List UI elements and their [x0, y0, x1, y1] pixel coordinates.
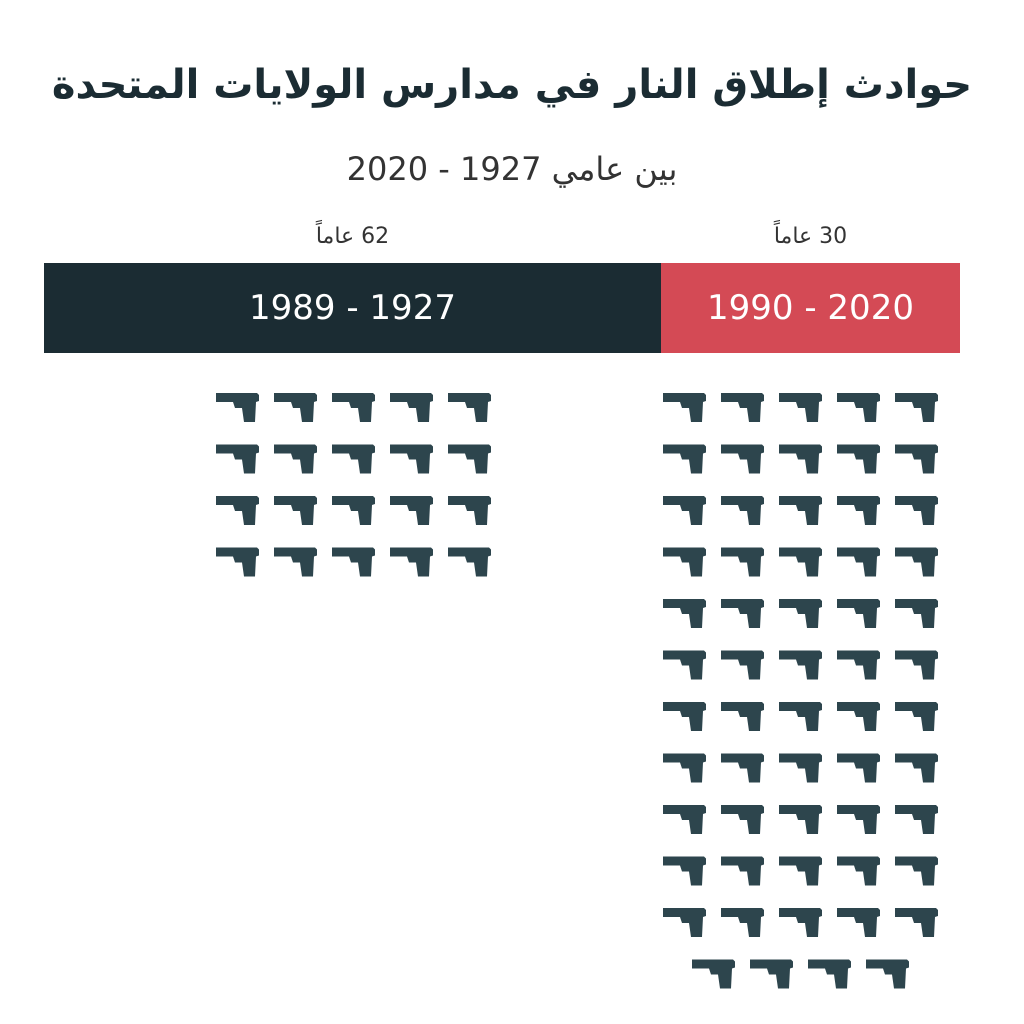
pistol-icon-1990-2020-36: [663, 753, 706, 783]
pistol-icon-1990-2020-55: [895, 908, 938, 937]
pistol-icon-1927-1989-11: [216, 496, 259, 525]
pistol-icon-1990-2020-39: [837, 753, 880, 783]
pistol-icon-1990-2020-6: [663, 444, 706, 474]
pistol-icon-1990-2020-9: [837, 444, 880, 474]
pistol-icon-1990-2020-56: [692, 959, 735, 989]
pistol-icon-1990-2020-27: [721, 650, 764, 680]
pistol-icon-1990-2020-53: [779, 908, 822, 937]
pistol-icon-1927-1989-20: [448, 547, 491, 577]
pistol-icon-1990-2020-12: [721, 496, 764, 525]
pistol-icon-1990-2020-5: [895, 393, 938, 422]
period-bar-1990-2020: 1990 - 2020: [661, 263, 960, 353]
pistol-icon-1990-2020-10: [895, 444, 938, 474]
period-label-1990-2020: 1990 - 2020: [707, 288, 914, 328]
pistol-icon-1927-1989-1: [216, 393, 259, 422]
pistol-icon-1990-2020-44: [837, 805, 880, 834]
pistol-icon-1990-2020-51: [663, 908, 706, 937]
pistol-icon-1927-1989-6: [216, 444, 259, 474]
pistol-icon-1927-1989-16: [216, 547, 259, 577]
pistol-icon-1990-2020-48: [779, 856, 822, 886]
pistol-icon-1990-2020-7: [721, 444, 764, 474]
pistol-icon-1990-2020-14: [837, 496, 880, 525]
pistol-icon-1927-1989-18: [332, 547, 375, 577]
pistol-icon-1990-2020-28: [779, 650, 822, 680]
pistol-icon-1990-2020-37: [721, 753, 764, 783]
pistol-icon-1990-2020-49: [837, 856, 880, 886]
pistol-icon-1990-2020-57: [750, 959, 793, 989]
pistol-icon-1990-2020-17: [721, 547, 764, 577]
pistol-icon-1990-2020-35: [895, 702, 938, 731]
pistol-icon-1927-1989-10: [448, 444, 491, 474]
pistol-icon-1927-1989-19: [390, 547, 433, 577]
pistol-icon-1990-2020-58: [808, 959, 851, 989]
pistol-icon-1990-2020-33: [779, 702, 822, 731]
pistol-icon-1990-2020-16: [663, 547, 706, 577]
pistol-icon-1990-2020-8: [779, 444, 822, 474]
pistol-icon-1990-2020-46: [663, 856, 706, 886]
pistol-icon-1990-2020-29: [837, 650, 880, 680]
pistol-icon-1990-2020-40: [895, 753, 938, 783]
pistol-icon-1990-2020-15: [895, 496, 938, 525]
pistol-icon-1927-1989-13: [332, 496, 375, 525]
pistol-icon-1990-2020-38: [779, 753, 822, 783]
chart-subtitle: بين عامي 1927 - 2020: [346, 150, 678, 188]
pistol-icon-1990-2020-45: [895, 805, 938, 834]
pistol-icon-1990-2020-32: [721, 702, 764, 731]
pistol-icon-1990-2020-21: [663, 599, 706, 628]
pistol-icon-1927-1989-7: [274, 444, 317, 474]
pistol-icon-1927-1989-17: [274, 547, 317, 577]
pistol-icon-1990-2020-11: [663, 496, 706, 525]
pistol-icon-1990-2020-4: [837, 393, 880, 422]
pistol-icon-1990-2020-54: [837, 908, 880, 937]
pistol-icon-1990-2020-30: [895, 650, 938, 680]
pistol-icon-1927-1989-8: [332, 444, 375, 474]
pistol-icon-1927-1989-12: [274, 496, 317, 525]
pistol-icon-1990-2020-43: [779, 805, 822, 834]
pistol-icon-1990-2020-24: [837, 599, 880, 628]
pistol-icon-1990-2020-59: [866, 959, 909, 989]
pistol-icon-1990-2020-26: [663, 650, 706, 680]
pistol-icon-1990-2020-34: [837, 702, 880, 731]
period-bar-1927-1989: 1989 - 1927: [44, 263, 661, 353]
pistol-icon-1990-2020-42: [721, 805, 764, 834]
pistol-icon-1927-1989-3: [332, 393, 375, 422]
pistol-icon-1990-2020-50: [895, 856, 938, 886]
pistol-icon-1990-2020-3: [779, 393, 822, 422]
pistol-icon-1927-1989-4: [390, 393, 433, 422]
pistol-icon-1927-1989-14: [390, 496, 433, 525]
pistol-icon-1927-1989-5: [448, 393, 491, 422]
pistol-icon-1990-2020-13: [779, 496, 822, 525]
pistol-icon-1990-2020-25: [895, 599, 938, 628]
pistol-icon-1990-2020-18: [779, 547, 822, 577]
pistol-icon-1990-2020-23: [779, 599, 822, 628]
pistol-icon-1990-2020-2: [721, 393, 764, 422]
pistol-icon-1990-2020-31: [663, 702, 706, 731]
pistol-icon-1990-2020-19: [837, 547, 880, 577]
duration-label-1927-1989: 62 عاماً: [315, 224, 390, 249]
pistol-icon-1927-1989-15: [448, 496, 491, 525]
pistol-icon-1990-2020-22: [721, 599, 764, 628]
duration-label-1990-2020: 30 عاماً: [773, 224, 848, 249]
period-label-1927-1989: 1989 - 1927: [249, 288, 456, 328]
pistol-icon-1927-1989-2: [274, 393, 317, 422]
pistol-icon-1927-1989-9: [390, 444, 433, 474]
pistol-icon-1990-2020-20: [895, 547, 938, 577]
pistol-icon-1990-2020-1: [663, 393, 706, 422]
pistol-icon-1990-2020-52: [721, 908, 764, 937]
chart-title: حوادث إطلاق النار في مدارس الولايات المت…: [51, 62, 973, 108]
pistol-icon-1990-2020-41: [663, 805, 706, 834]
pistol-icon-1990-2020-47: [721, 856, 764, 886]
